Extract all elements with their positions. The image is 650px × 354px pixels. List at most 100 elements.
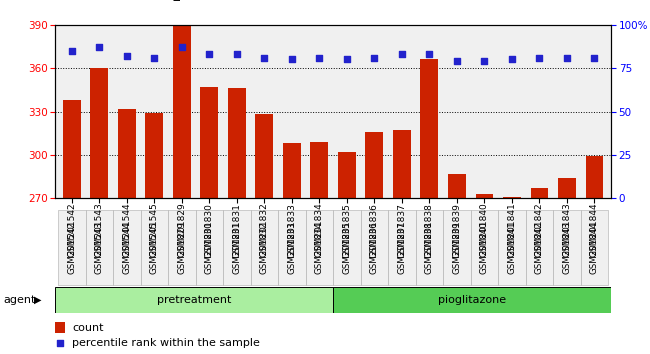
Point [204, 51, 214, 57]
Bar [283, 143, 301, 198]
Text: GSM201843: GSM201843 [562, 202, 571, 257]
Bar [173, 23, 190, 198]
Bar [118, 109, 136, 198]
FancyBboxPatch shape [113, 210, 140, 285]
Point [534, 55, 545, 61]
Point [231, 51, 242, 57]
Text: GSM201831: GSM201831 [232, 221, 241, 274]
FancyBboxPatch shape [471, 210, 498, 285]
Point [562, 55, 572, 61]
Bar [63, 100, 81, 198]
FancyBboxPatch shape [415, 210, 443, 285]
Bar [530, 188, 549, 198]
FancyBboxPatch shape [168, 210, 196, 285]
Text: agent: agent [3, 295, 36, 305]
Text: GSM201545: GSM201545 [150, 202, 159, 257]
Point [369, 55, 380, 61]
Text: GSM201836: GSM201836 [370, 221, 379, 274]
FancyBboxPatch shape [55, 287, 333, 313]
Point [396, 51, 407, 57]
Text: GSM201834: GSM201834 [315, 221, 324, 274]
Text: GSM201544: GSM201544 [122, 221, 131, 274]
FancyBboxPatch shape [498, 210, 526, 285]
Text: GSM201830: GSM201830 [205, 221, 214, 274]
FancyBboxPatch shape [223, 210, 251, 285]
Text: GSM201837: GSM201837 [397, 221, 406, 274]
Text: GSM201542: GSM201542 [67, 202, 76, 257]
Point [122, 53, 132, 59]
Point [314, 55, 324, 61]
Text: GSM201830: GSM201830 [205, 202, 214, 258]
Text: GSM201842: GSM201842 [535, 202, 544, 257]
Bar [338, 152, 356, 198]
Text: GSM201834: GSM201834 [315, 202, 324, 257]
Bar [448, 174, 466, 198]
Text: GSM201840: GSM201840 [480, 221, 489, 274]
Bar [421, 59, 438, 198]
Bar [90, 68, 108, 198]
Point [259, 55, 270, 61]
Text: GSM201832: GSM201832 [260, 221, 269, 274]
Text: GSM201844: GSM201844 [590, 221, 599, 274]
FancyBboxPatch shape [580, 210, 608, 285]
Bar [503, 197, 521, 198]
Text: GSM201543: GSM201543 [95, 221, 104, 274]
Text: pioglitazone: pioglitazone [438, 295, 506, 305]
FancyBboxPatch shape [140, 210, 168, 285]
FancyBboxPatch shape [58, 210, 86, 285]
Text: GSM201832: GSM201832 [260, 202, 269, 257]
FancyBboxPatch shape [251, 210, 278, 285]
Text: GSM201545: GSM201545 [150, 221, 159, 274]
FancyBboxPatch shape [443, 210, 471, 285]
Point [424, 51, 435, 57]
Bar [200, 87, 218, 198]
FancyBboxPatch shape [333, 210, 361, 285]
Text: GSM201831: GSM201831 [232, 202, 241, 258]
Text: GSM201838: GSM201838 [425, 221, 434, 274]
Text: GSM201835: GSM201835 [343, 202, 352, 258]
Text: GSM201840: GSM201840 [480, 202, 489, 257]
Point [507, 57, 517, 62]
Point [452, 58, 462, 64]
Bar [393, 130, 411, 198]
Text: GSM201842: GSM201842 [535, 221, 544, 274]
Text: GSM201844: GSM201844 [590, 202, 599, 257]
Text: GSM201836: GSM201836 [370, 202, 379, 258]
Bar [586, 156, 603, 198]
Point [66, 48, 77, 53]
Bar [228, 88, 246, 198]
Point [479, 58, 489, 64]
Point [342, 57, 352, 62]
Text: GSM201839: GSM201839 [452, 202, 462, 258]
Bar [146, 113, 163, 198]
Point [94, 45, 105, 50]
Bar [558, 178, 576, 198]
Text: GSM201543: GSM201543 [95, 202, 104, 257]
FancyBboxPatch shape [361, 210, 388, 285]
Text: GSM201835: GSM201835 [343, 221, 352, 274]
Text: percentile rank within the sample: percentile rank within the sample [72, 338, 260, 348]
Text: GSM201542: GSM201542 [67, 221, 76, 274]
FancyBboxPatch shape [306, 210, 333, 285]
Point [177, 45, 187, 50]
Point [590, 55, 600, 61]
Text: pretreatment: pretreatment [157, 295, 231, 305]
FancyBboxPatch shape [86, 210, 113, 285]
Bar [255, 114, 273, 198]
FancyBboxPatch shape [526, 210, 553, 285]
Text: GSM201829: GSM201829 [177, 221, 187, 274]
Text: count: count [72, 322, 103, 332]
Text: GSM201839: GSM201839 [452, 221, 462, 274]
Text: GSM201843: GSM201843 [562, 221, 571, 274]
Text: GSM201544: GSM201544 [122, 202, 131, 257]
Text: GSM201841: GSM201841 [508, 202, 517, 257]
Text: ▶: ▶ [34, 295, 42, 305]
Text: GSM201833: GSM201833 [287, 202, 296, 258]
FancyBboxPatch shape [388, 210, 415, 285]
Bar [55, 322, 65, 333]
Point [55, 341, 66, 346]
Bar [476, 194, 493, 198]
Bar [311, 142, 328, 198]
Point [287, 57, 297, 62]
Text: GSM201829: GSM201829 [177, 202, 187, 257]
